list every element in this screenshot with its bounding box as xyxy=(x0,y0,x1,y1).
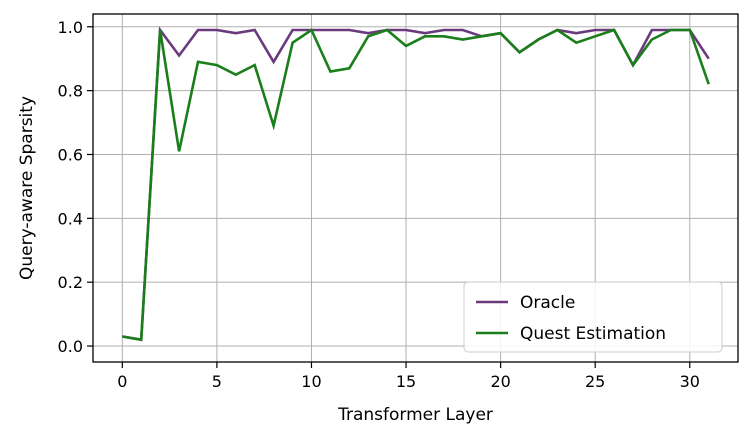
legend-label-quest-estimation: Quest Estimation xyxy=(520,324,666,344)
x-tick-label: 5 xyxy=(212,372,222,391)
legend-box xyxy=(463,281,723,353)
x-tick-label: 10 xyxy=(301,372,321,391)
grid-lines xyxy=(93,14,738,362)
axis-ticks: 0 5 10 15 20 25 30 0.0 0.2 0.4 0.6 0.8 1.0 xyxy=(58,18,700,391)
y-tick-label: 0.2 xyxy=(58,273,83,292)
x-tick-label: 30 xyxy=(680,372,700,391)
x-tick-label: 25 xyxy=(585,372,605,391)
series-line-quest-estimation xyxy=(122,28,710,342)
y-tick-label: 0.4 xyxy=(58,209,83,228)
y-tick-label: 0.6 xyxy=(58,145,83,164)
plot-frame xyxy=(92,13,739,363)
legend: Oracle Quest Estimation xyxy=(463,281,723,353)
x-tick-label: 0 xyxy=(117,372,127,391)
x-tick-label: 20 xyxy=(490,372,510,391)
y-tick-label: 1.0 xyxy=(58,18,83,37)
y-tick-label: 0.0 xyxy=(58,337,83,356)
y-axis-label: Query-aware Sparsity xyxy=(17,96,37,280)
x-tick-label: 15 xyxy=(396,372,416,391)
series-layer xyxy=(122,26,710,342)
legend-label-oracle: Oracle xyxy=(520,293,575,313)
y-tick-label: 0.8 xyxy=(58,82,83,101)
x-axis-label: Transformer Layer xyxy=(337,405,493,425)
